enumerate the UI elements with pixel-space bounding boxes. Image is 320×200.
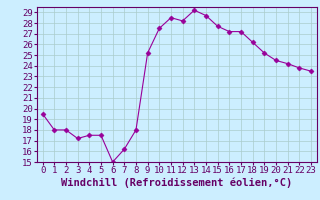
X-axis label: Windchill (Refroidissement éolien,°C): Windchill (Refroidissement éolien,°C) (61, 178, 292, 188)
